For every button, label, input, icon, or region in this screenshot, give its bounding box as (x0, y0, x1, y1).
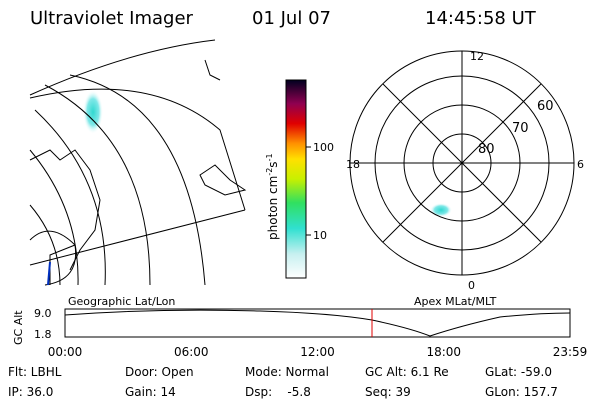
geographic-map (29, 39, 247, 286)
map-grid (69, 74, 206, 286)
x-label: 06:00 (174, 345, 209, 359)
polar-plot: 12 18 6 0 60 70 80 (346, 50, 584, 292)
info-field: Dsp: -5.8 (245, 385, 311, 399)
x-labels: 00:00 06:00 12:00 18:00 23:59 (48, 345, 588, 359)
map-grid (44, 84, 151, 286)
info-field: Gain: 14 (125, 385, 176, 399)
map-grid (29, 204, 61, 286)
map-label: Geographic Lat/Lon (68, 295, 175, 308)
info-field: GC Alt: 6.1 Re (365, 365, 449, 379)
altitude-curve (64, 309, 571, 337)
info-field: Seq: 39 (365, 385, 411, 399)
y-label: 9.0 (34, 307, 52, 320)
info-field: GLat: -59.0 (485, 365, 552, 379)
date: 01 Jul 07 (252, 8, 331, 29)
map-grid (29, 209, 246, 266)
timeline-axis-label: GC Alt (12, 310, 25, 345)
map-grid (29, 39, 216, 96)
mlt-line (382, 83, 542, 243)
y-label: 1.8 (34, 328, 52, 341)
unit: s (266, 161, 280, 167)
info-field: GLon: 157.7 (485, 385, 558, 399)
mlt-label: 12 (470, 50, 484, 63)
track (47, 261, 51, 286)
map-grid (29, 88, 246, 211)
coastline (29, 149, 101, 271)
mlt-label: 0 (468, 279, 475, 292)
x-label: 23:59 (553, 345, 588, 359)
mlt-label: 6 (577, 158, 584, 171)
coastline (199, 164, 247, 196)
map-grid (34, 109, 106, 286)
x-label: 18:00 (426, 345, 461, 359)
exponent: -2 (265, 168, 274, 176)
colorbar (285, 79, 307, 279)
colorbar-label: photon cm-2s-1 (265, 153, 280, 240)
lat-label: 60 (537, 99, 554, 114)
info-field: Flt: LBHL (8, 365, 62, 379)
lat-label: 70 (512, 121, 529, 136)
coastline (204, 59, 221, 81)
lat-label: 80 (478, 142, 495, 157)
x-label: 00:00 (48, 345, 83, 359)
info-field: Door: Open (125, 365, 194, 379)
aurora-spot (430, 203, 452, 217)
aurora-spot (83, 90, 103, 134)
map-grid (29, 149, 79, 286)
map-grid (49, 244, 76, 285)
time: 14:45:58 UT (425, 8, 537, 29)
exponent: -1 (265, 153, 274, 161)
colorbar-tick-label: 100 (313, 141, 334, 154)
info-field: Mode: Normal (245, 365, 329, 379)
x-label: 12:00 (300, 345, 335, 359)
info-panel: Flt: LBHL Door: Open Mode: Normal GC Alt: 6… (8, 365, 558, 399)
timeline-box (64, 308, 571, 338)
unit: photon cm (266, 176, 280, 240)
mlt-label: 18 (346, 158, 360, 171)
map-grid (29, 230, 77, 286)
colorbar-tick-label: 10 (313, 229, 327, 242)
title: Ultraviolet Imager (30, 8, 194, 29)
info-field: IP: 36.0 (8, 385, 53, 399)
map-label: Apex MLat/MLT (414, 295, 497, 308)
